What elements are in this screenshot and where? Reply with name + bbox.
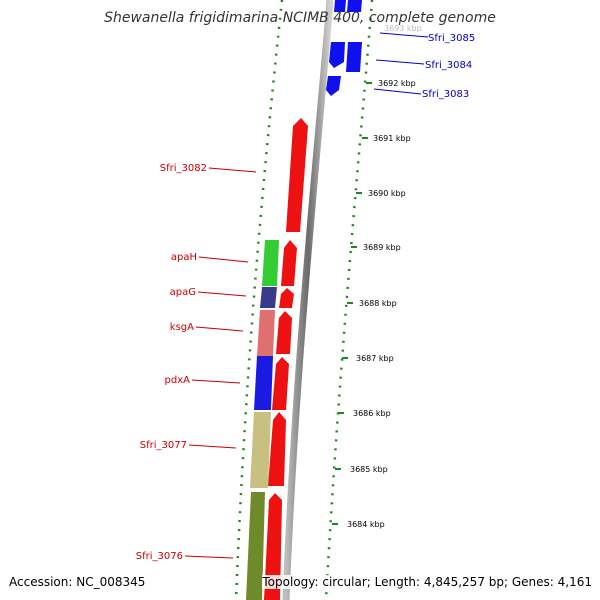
gene-label-pdxA[interactable]: pdxA: [165, 375, 191, 386]
map-title: Shewanella frigidimarina NCIMB 400, comp…: [104, 10, 496, 26]
leader-sfri3082: [208, 167, 257, 173]
gene-arrow-forward[interactable]: [329, 42, 345, 68]
feature-ksgA[interactable]: [257, 310, 275, 356]
gene-arrow-reverse[interactable]: [279, 288, 294, 308]
tick-label: 3685 kbp: [350, 465, 388, 474]
gene-label-ksgA[interactable]: ksgA: [170, 322, 194, 333]
tick-label: 3688 kbp: [359, 299, 397, 308]
feature-apaG[interactable]: [260, 287, 277, 308]
gene-label-sfri3085[interactable]: Sfri_3085: [428, 33, 475, 44]
ruler-labels: 3693 kbp 3692 kbp 3691 kbp 3690 kbp 3689…: [347, 24, 422, 529]
leader-sfri3076: [184, 555, 234, 559]
gene-arrow-reverse[interactable]: [264, 493, 282, 600]
tick-label: 3684 kbp: [347, 520, 385, 529]
gene-arrow-forward[interactable]: [346, 42, 362, 72]
gene-feature-track: [246, 240, 279, 600]
tick-label: 3691 kbp: [373, 134, 411, 143]
gene-arrow-reverse[interactable]: [281, 240, 297, 286]
genome-backbone: [282, 0, 334, 600]
leader-sfri3077: [188, 444, 237, 449]
gene-label-sfri3082[interactable]: Sfri_3082: [160, 163, 207, 174]
forward-strand-genes: [326, 0, 362, 96]
tick-label-partial: 3693 kbp: [384, 24, 422, 33]
accession-text: Accession: NC_008345: [9, 575, 146, 589]
gene-label-apaG[interactable]: apaG: [170, 287, 196, 298]
feature-sfri3077[interactable]: [250, 412, 271, 488]
feature-pdxA[interactable]: [254, 356, 273, 410]
leader-sfri3083: [373, 88, 422, 95]
gene-arrow-forward[interactable]: [326, 76, 341, 96]
gene-arrow-reverse[interactable]: [276, 311, 292, 354]
ruler-ticks: [332, 82, 372, 525]
gene-labels: Sfri_3085 Sfri_3084 Sfri_3083 Sfri_3082 …: [136, 33, 475, 562]
gene-arrow-forward[interactable]: [347, 0, 362, 12]
gene-label-apaH[interactable]: apaH: [171, 252, 197, 263]
tick-label: 3686 kbp: [353, 409, 391, 418]
gene-label-sfri3076[interactable]: Sfri_3076: [136, 551, 183, 562]
gene-arrow-reverse[interactable]: [272, 357, 289, 410]
genome-stats-text: Topology: circular; Length: 4,845,257 bp…: [262, 575, 592, 589]
gene-label-sfri3083[interactable]: Sfri_3083: [422, 89, 469, 100]
leader-ksgA: [195, 326, 244, 332]
leader-apaH: [198, 256, 249, 263]
tick-label: 3692 kbp: [378, 79, 416, 88]
gene-label-sfri3084[interactable]: Sfri_3084: [425, 60, 472, 71]
tick-label: 3690 kbp: [368, 189, 406, 198]
leader-sfri3085: [379, 32, 429, 38]
gene-arrow-reverse[interactable]: [268, 412, 286, 486]
gene-arrow-forward[interactable]: [334, 0, 346, 12]
leader-apaG: [197, 291, 247, 297]
feature-sfri3076[interactable]: [246, 492, 265, 600]
leader-pdxA: [191, 379, 241, 384]
feature-apaH[interactable]: [262, 240, 279, 286]
tick-label: 3687 kbp: [356, 354, 394, 363]
gene-arrow-reverse[interactable]: [286, 118, 308, 232]
leader-sfri3084: [375, 59, 425, 65]
reverse-strand-genes: [264, 118, 308, 600]
gene-label-sfri3077[interactable]: Sfri_3077: [140, 440, 187, 451]
tick-label: 3689 kbp: [363, 243, 401, 252]
label-leader-lines: [184, 32, 429, 559]
